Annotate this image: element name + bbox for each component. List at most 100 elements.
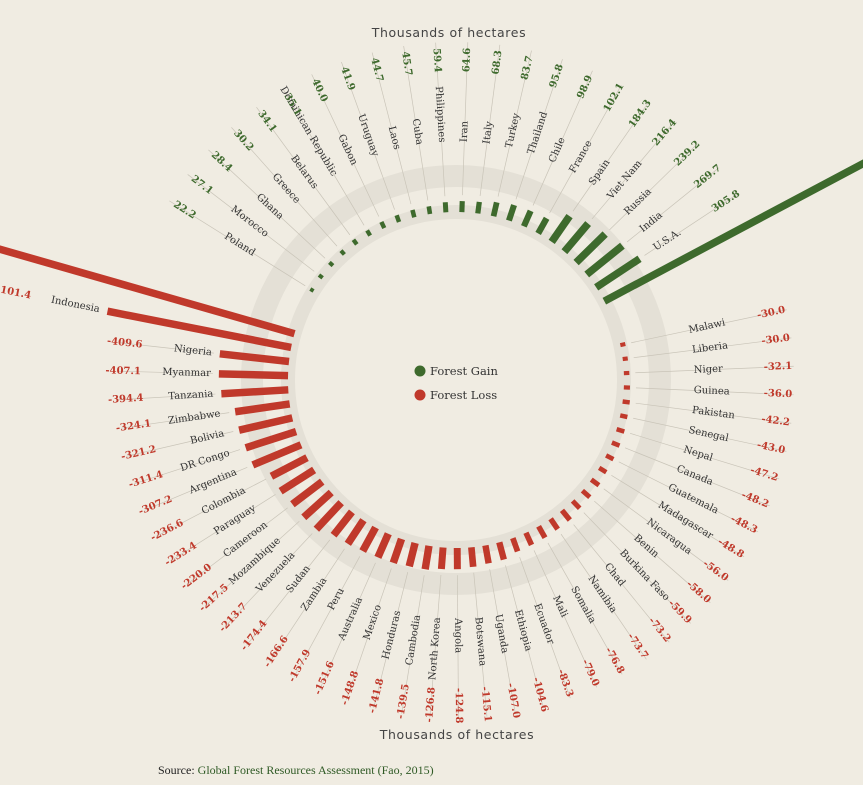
spoke-lines (118, 42, 794, 718)
loss-spoke (144, 466, 248, 511)
legend: Forest Gain Forest Loss (414, 364, 498, 402)
loss-bar (269, 454, 309, 480)
bottom-units-title: Thousands of hectares (379, 727, 534, 742)
gain-bar (535, 216, 550, 235)
gain-bar (379, 220, 387, 230)
inner-ring (281, 205, 631, 555)
loss-value-label: -1101.4 (0, 283, 32, 302)
legend-gain-label: Forest Gain (430, 364, 498, 378)
loss-country-label: Myanmar (162, 367, 211, 379)
loss-country-label: Burkina Faso (617, 548, 671, 604)
loss-value-label: -107.0 (505, 682, 522, 719)
gain-spoke (231, 127, 338, 247)
loss-value-label: -73.7 (625, 631, 650, 661)
gain-value-label: 35.1 (281, 91, 303, 118)
loss-value-label: -233.4 (163, 540, 199, 568)
loss-value-label: -220.0 (179, 562, 214, 592)
gain-spoke (572, 102, 649, 212)
gain-bar (442, 202, 449, 213)
loss-bar (437, 547, 447, 570)
gain-value-label: 41.9 (338, 65, 357, 92)
loss-country-label: Ecuador (531, 602, 556, 646)
loss-country-label: Chad (602, 561, 628, 589)
gain-bar (602, 159, 863, 305)
gain-value-label: 34.1 (255, 108, 278, 134)
loss-bar (405, 542, 419, 568)
loss-value-label: -166.6 (262, 634, 291, 670)
loss-value-label: -307.2 (137, 494, 174, 518)
loss-bar (313, 500, 344, 532)
loss-spoke (429, 574, 442, 718)
loss-spoke (594, 500, 711, 603)
loss-country-label: Nepal (682, 444, 714, 463)
loss-bar (344, 518, 367, 546)
source-note: Source: Global Forest Resources Assessme… (158, 763, 434, 778)
loss-country-label: Nigeria (173, 343, 212, 358)
legend-gain-swatch (414, 365, 426, 377)
gain-bar (548, 214, 573, 245)
loss-spoke (489, 569, 516, 713)
gain-bar (584, 242, 625, 278)
loss-spoke (170, 494, 276, 562)
loss-value-label: -148.8 (339, 670, 361, 707)
loss-spoke (629, 432, 780, 480)
loss-value-label: -43.0 (756, 440, 786, 457)
gain-country-label: Spain (587, 157, 613, 187)
loss-value-label: -141.8 (367, 677, 386, 714)
loss-country-label: Indonesia (50, 295, 101, 315)
loss-spoke (126, 431, 234, 457)
gain-value-label: 239.2 (672, 139, 702, 169)
loss-bar (238, 414, 294, 434)
loss-bar (559, 508, 572, 522)
loss-bar (622, 399, 631, 405)
loss-bar (536, 524, 548, 540)
source-link[interactable]: Global Forest Resources Assessment (Fao,… (197, 763, 434, 777)
loss-spoke (319, 562, 376, 690)
gain-country-label: Chile (547, 136, 568, 165)
loss-spoke (156, 478, 267, 537)
gain-value-label: 40.0 (309, 77, 329, 104)
gain-value-label: 44.7 (368, 57, 385, 83)
gain-country-label: Thailand (526, 110, 551, 156)
loss-value-label: -42.2 (761, 414, 791, 429)
loss-value-label: -217.5 (197, 582, 231, 614)
loss-country-label: Mali (550, 594, 569, 619)
loss-bar (619, 342, 626, 348)
loss-spoke (134, 449, 241, 484)
loss-country-label: Peru (326, 586, 347, 612)
loss-spoke (635, 387, 794, 396)
loss-country-label: Sudan (284, 563, 313, 595)
gain-bar (351, 238, 359, 246)
loss-bar (251, 441, 303, 469)
loss-spoke (293, 556, 361, 677)
gain-country-label: Russia (622, 186, 654, 217)
loss-value-label: -151.6 (313, 660, 337, 697)
legend-loss-label: Forest Loss (430, 388, 497, 402)
loss-value-label: -124.8 (453, 688, 464, 724)
loss-country-label: Zimbabwe (167, 408, 221, 426)
loss-bar (219, 350, 290, 366)
source-prefix: Source: (158, 763, 198, 777)
top-units-title: Thousands of hectares (371, 25, 526, 40)
gain-country-label: Uruguay (355, 113, 380, 159)
gain-spoke (591, 121, 675, 220)
loss-value-label: -36.0 (763, 388, 792, 400)
loss-bar (290, 478, 325, 508)
loss-spoke (611, 475, 745, 558)
loss-country-label: DR Congo (179, 448, 231, 474)
loss-bar (580, 488, 592, 500)
gain-bar (490, 201, 500, 217)
loss-spoke (246, 539, 331, 646)
gain-spoke (208, 149, 326, 259)
loss-value-label: -56.0 (701, 558, 731, 584)
loss-spoke (204, 521, 300, 607)
loss-value-label: -48.2 (740, 490, 771, 511)
loss-country-label: Benin (631, 533, 661, 561)
gain-spoke (435, 42, 446, 197)
gain-value-label: 45.7 (399, 51, 414, 77)
loss-country-label: North Korea (427, 617, 443, 681)
gain-value-label: 102.1 (602, 81, 627, 114)
loss-value-label: -213.7 (217, 601, 249, 634)
loss-value-label: -30.0 (761, 333, 791, 347)
